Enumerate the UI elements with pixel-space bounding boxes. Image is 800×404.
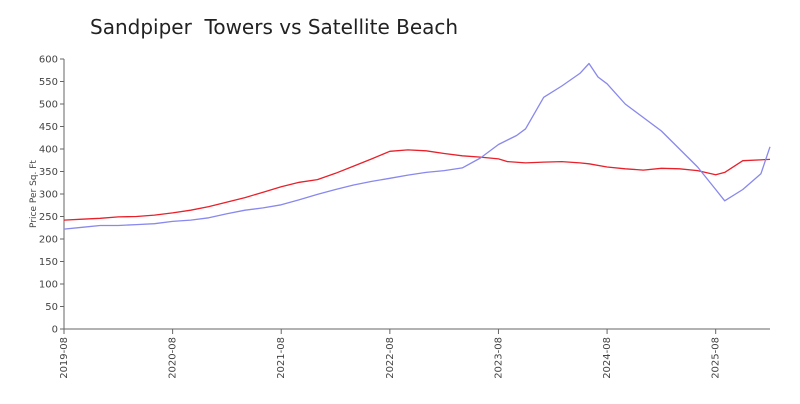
x-tick-label: 2020-08 <box>168 337 179 379</box>
y-tick-label: 600 <box>39 55 58 66</box>
y-axis-title: Price Per Sq. Ft <box>29 160 39 228</box>
series-layer <box>63 62 771 230</box>
x-tick-label: 2024-08 <box>602 337 613 379</box>
x-tick-label: 2022-08 <box>385 337 396 379</box>
y-tick-label: 350 <box>39 167 58 178</box>
x-tick-label: 2025-08 <box>711 337 722 379</box>
y-tick-label: 500 <box>39 100 58 111</box>
x-tick-label: 2023-08 <box>493 337 504 379</box>
y-tick-label: 550 <box>39 77 58 88</box>
y-tick-label: 450 <box>39 122 58 133</box>
y-tick-label: 200 <box>39 235 58 246</box>
y-tick-label: 250 <box>39 212 58 223</box>
y-tick-label: 50 <box>45 302 58 313</box>
chart-title: Sandpiper Towers vs Satellite Beach <box>90 15 459 39</box>
y-tick-label: 0 <box>52 325 58 336</box>
x-tick-label: 2021-08 <box>276 337 287 379</box>
y-tick-label: 400 <box>39 145 58 156</box>
series-line-2 <box>63 62 771 230</box>
y-tick-label: 150 <box>39 257 58 268</box>
x-tick-label: 2019-08 <box>59 337 70 379</box>
y-tick-label: 300 <box>39 190 58 201</box>
axes: 0 50 100 150 200 250 300 350 400 450 500 550 600 2019… <box>29 55 770 379</box>
y-tick-label: 100 <box>39 280 58 291</box>
series-line-1 <box>63 149 771 221</box>
